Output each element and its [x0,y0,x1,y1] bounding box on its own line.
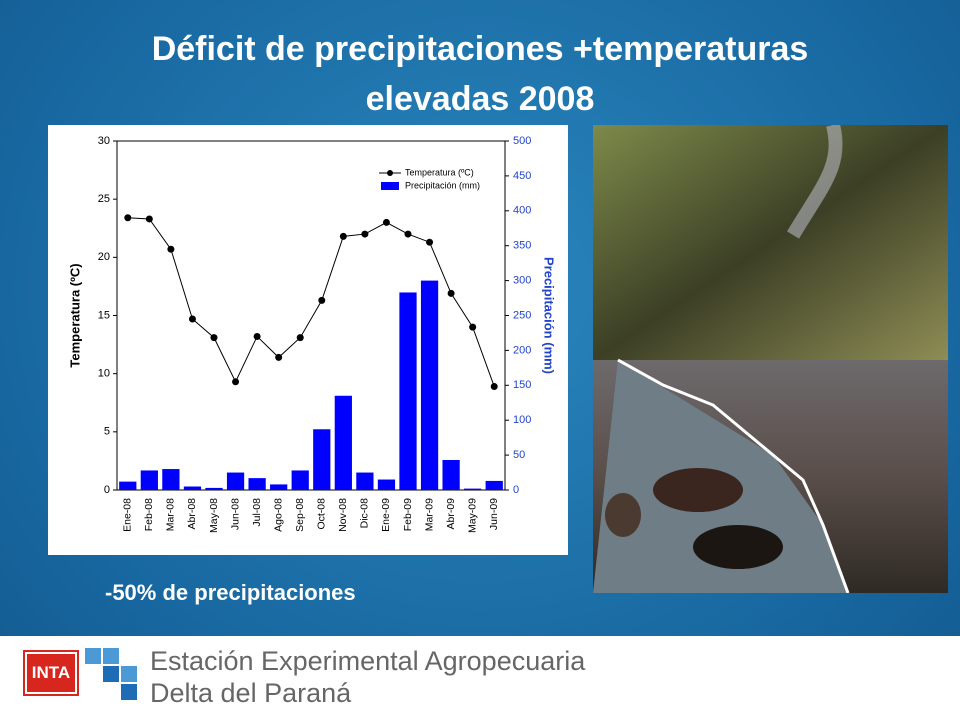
x-tick-label: Ago-08 [272,498,284,532]
legend-label: Precipitación (mm) [405,180,480,190]
bar [356,472,374,490]
y-tick-label: 25 [98,193,110,205]
logo-mark [85,648,137,700]
bar [183,486,202,490]
logo: INTA [23,650,79,696]
cow [605,493,641,537]
bar [399,292,417,490]
x-tick-label: Jun-08 [229,498,241,530]
marker [188,315,196,323]
marker [296,334,304,342]
title-line: Déficit de precipitaciones +temperaturas [151,30,809,68]
cow [653,468,743,512]
marker [404,230,412,238]
photos [593,125,948,593]
bar [119,481,137,490]
bar [140,470,158,490]
bar [334,395,352,490]
y2-tick-label: 150 [513,379,531,391]
marker [339,232,347,240]
caption: -50% de precipitaciones [105,580,356,605]
y2-tick-label: 450 [513,170,531,182]
y-tick-label: 10 [98,368,110,380]
y2-tick-label: 400 [513,205,531,217]
bar [248,478,266,490]
x-tick-label: Sep-08 [294,498,306,532]
marker [426,238,434,246]
y2-tick-label: 350 [513,240,531,252]
marker [232,378,240,386]
x-tick-label: Abr-08 [186,498,198,530]
photo-fire [593,125,948,360]
footer: INTA Estación Experimental Agropecuaria … [0,636,960,720]
title-line: elevadas 2008 [365,80,595,118]
y-tick-label: 5 [104,426,110,438]
bar [205,487,223,490]
y2-tick-label: 500 [513,135,531,147]
y2-tick-label: 50 [513,449,525,461]
marker [167,245,175,253]
line [127,217,495,387]
legend-swatch [381,182,399,190]
bar [485,480,503,490]
marker [361,230,369,238]
x-tick-label: Dic-08 [359,498,371,529]
x-tick-label: Jul-08 [251,498,263,527]
marker [124,214,132,222]
smoke [786,125,843,239]
y2-axis-label: Precipitación (mm) [542,257,557,374]
x-tick-label: Jun-09 [488,498,500,530]
x-tick-label: May-09 [466,498,478,533]
x-tick-label: Ene-09 [380,498,392,532]
x-tick-label: Mar-09 [423,498,435,531]
x-tick-label: Nov-08 [337,498,349,532]
marker [447,289,455,297]
marker [318,296,326,304]
divider [617,358,850,593]
footer-line: Estación Experimental Agropecuaria [150,646,586,676]
bar [464,488,482,490]
legend-swatch [387,170,393,176]
x-tick-label: Abr-09 [445,498,457,530]
y2-tick-label: 200 [513,344,531,356]
bar [377,479,396,490]
y2-tick-label: 250 [513,309,531,321]
bar [162,469,180,490]
marker [469,323,477,331]
bar [291,470,309,490]
y-axis-label: Temperatura (ºC) [67,263,82,367]
footer-line: Delta del Paraná [150,678,352,708]
y-tick-label: 15 [98,309,110,321]
x-tick-label: May-08 [208,498,220,533]
x-tick-label: Feb-08 [143,498,155,531]
y2-tick-label: 0 [513,484,519,496]
marker [382,218,390,226]
marker [145,215,153,223]
y-tick-label: 0 [104,484,110,496]
x-tick-label: Mar-08 [165,498,177,531]
y-tick-label: 30 [98,135,110,147]
x-tick-label: Ene-08 [122,498,134,532]
marker [253,332,261,340]
bar [313,429,331,490]
chart: 0510152025300501001502002503003504004505… [48,125,568,555]
marker [275,353,283,361]
x-tick-label: Oct-08 [316,498,328,530]
x-tick-label: Feb-09 [402,498,414,531]
legend-label: Temperatura (ºC) [405,167,474,177]
y2-tick-label: 300 [513,275,531,287]
marker [490,382,498,390]
bar [226,472,245,490]
bar [442,459,460,490]
cow [693,525,783,569]
bar [420,280,439,490]
y2-tick-label: 100 [513,414,531,426]
marker [210,334,218,342]
bar [270,484,288,490]
y-tick-label: 20 [98,251,110,263]
